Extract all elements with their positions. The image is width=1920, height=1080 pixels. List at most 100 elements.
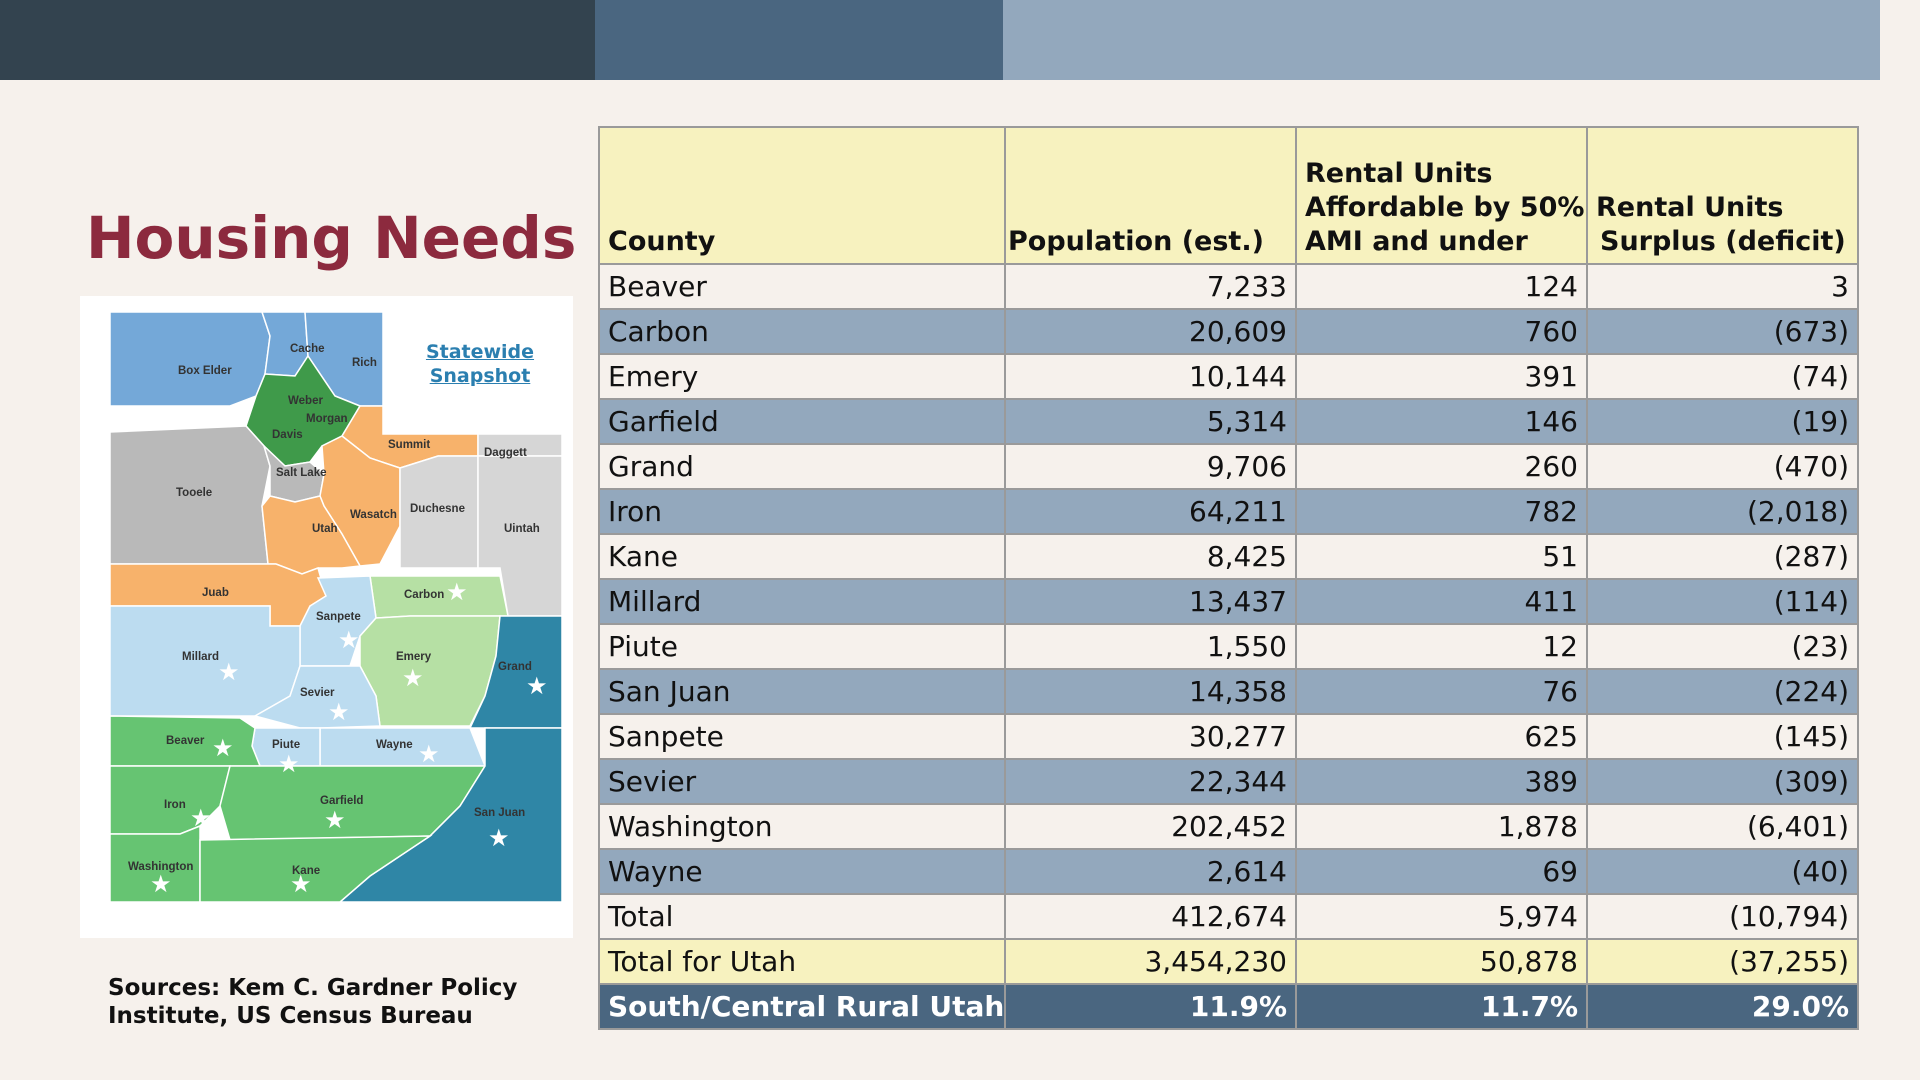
label-wasatch: Wasatch [350,509,397,521]
cell-county: Wayne [598,848,1006,895]
star-icon: ★ [278,750,300,778]
cell-county: Grand [598,443,1006,490]
table-row: Wayne 2,614 69 (40) [598,848,1859,895]
cell-units: 50,878 [1295,938,1588,985]
cell-county: Total [598,893,1006,940]
table-header-row: County Population (est.) Rental Units Af… [598,126,1859,265]
table-row: Grand 9,706 260 (470) [598,443,1859,490]
label-duchesne: Duchesne [410,503,465,515]
statewide-snapshot-link[interactable]: Statewide Snapshot [420,340,540,388]
cell-county: Garfield [598,398,1006,445]
header-population: Population (est.) [1004,126,1297,265]
cell-county: Sevier [598,758,1006,805]
label-daggett: Daggett [484,447,527,459]
cell-population: 3,454,230 [1004,938,1297,985]
cell-surplus: (470) [1586,443,1859,490]
table-row: San Juan 14,358 76 (224) [598,668,1859,715]
label-morgan: Morgan [306,413,348,425]
label-sanpete: Sanpete [316,611,361,623]
cell-units: 124 [1295,263,1588,310]
table-row: Garfield 5,314 146 (19) [598,398,1859,445]
label-box-elder: Box Elder [178,365,232,377]
cell-surplus: (2,018) [1586,488,1859,535]
cell-population: 20,609 [1004,308,1297,355]
cell-county: South/Central Rural Utah [598,983,1006,1030]
cell-units: 391 [1295,353,1588,400]
label-sevier: Sevier [300,687,335,699]
table-row: Carbon 20,609 760 (673) [598,308,1859,355]
snapshot-link-line1: Statewide [425,341,535,363]
label-davis: Davis [272,429,303,441]
cell-units: 411 [1295,578,1588,625]
cell-surplus: 3 [1586,263,1859,310]
region-wasatch [319,435,401,567]
cell-county: Washington [598,803,1006,850]
star-icon: ★ [526,672,548,700]
label-juab: Juab [202,587,229,599]
cell-population: 11.9% [1004,983,1297,1030]
label-salt-lake: Salt Lake [276,467,327,479]
label-piute: Piute [272,739,300,751]
cell-population: 64,211 [1004,488,1297,535]
cell-units: 260 [1295,443,1588,490]
cell-population: 2,614 [1004,848,1297,895]
cell-population: 22,344 [1004,758,1297,805]
cell-county: Iron [598,488,1006,535]
star-icon: ★ [328,698,350,726]
cell-units: 625 [1295,713,1588,760]
cell-surplus: 29.0% [1586,983,1859,1030]
table-row: Millard 13,437 411 (114) [598,578,1859,625]
cell-units: 146 [1295,398,1588,445]
label-grand: Grand [498,661,532,673]
header-county: County [598,126,1006,265]
label-kane: Kane [292,865,320,877]
table-row-total-utah: Total for Utah 3,454,230 50,878 (37,255) [598,938,1859,985]
label-emery: Emery [396,651,432,663]
cell-surplus: (10,794) [1586,893,1859,940]
cell-population: 412,674 [1004,893,1297,940]
cell-population: 9,706 [1004,443,1297,490]
utah-county-map: Box Elder Cache Rich Weber Morgan Davis … [80,296,573,938]
table-row-share: South/Central Rural Utah 11.9% 11.7% 29.… [598,983,1859,1030]
table-row-total: Total 412,674 5,974 (10,794) [598,893,1859,940]
star-icon: ★ [218,658,240,686]
label-millard: Millard [182,651,219,663]
table-row: Emery 10,144 391 (74) [598,353,1859,400]
region-kane [199,835,433,903]
housing-needs-table: County Population (est.) Rental Units Af… [598,126,1859,1030]
label-weber: Weber [288,395,323,407]
star-icon: ★ [212,734,234,762]
map-graphic: Box Elder Cache Rich Weber Morgan Davis … [109,311,563,903]
snapshot-link-line2: Snapshot [429,365,531,387]
cell-population: 5,314 [1004,398,1297,445]
cell-units: 1,878 [1295,803,1588,850]
label-iron: Iron [164,799,186,811]
cell-surplus: (287) [1586,533,1859,580]
star-icon: ★ [190,804,212,832]
cell-surplus: (23) [1586,623,1859,670]
cell-county: Total for Utah [598,938,1006,985]
label-summit: Summit [388,439,430,451]
label-beaver: Beaver [166,735,205,747]
cell-surplus: (224) [1586,668,1859,715]
sources-note: Sources: Kem C. Gardner Policy Institute… [108,975,518,1029]
cell-population: 14,358 [1004,668,1297,715]
header-band-light [1003,0,1880,80]
cell-population: 10,144 [1004,353,1297,400]
cell-surplus: (40) [1586,848,1859,895]
table-row: Beaver 7,233 124 3 [598,263,1859,310]
page-title: Housing Needs [86,204,577,272]
star-icon: ★ [324,806,346,834]
header-band-mid [595,0,1003,80]
cell-surplus: (6,401) [1586,803,1859,850]
cell-population: 8,425 [1004,533,1297,580]
cell-surplus: (114) [1586,578,1859,625]
cell-county: Emery [598,353,1006,400]
label-utah: Utah [312,523,338,535]
label-rich: Rich [352,357,377,369]
table-row: Piute 1,550 12 (23) [598,623,1859,670]
label-wayne: Wayne [376,739,413,751]
star-icon: ★ [488,824,510,852]
star-icon: ★ [338,626,360,654]
cell-county: Carbon [598,308,1006,355]
